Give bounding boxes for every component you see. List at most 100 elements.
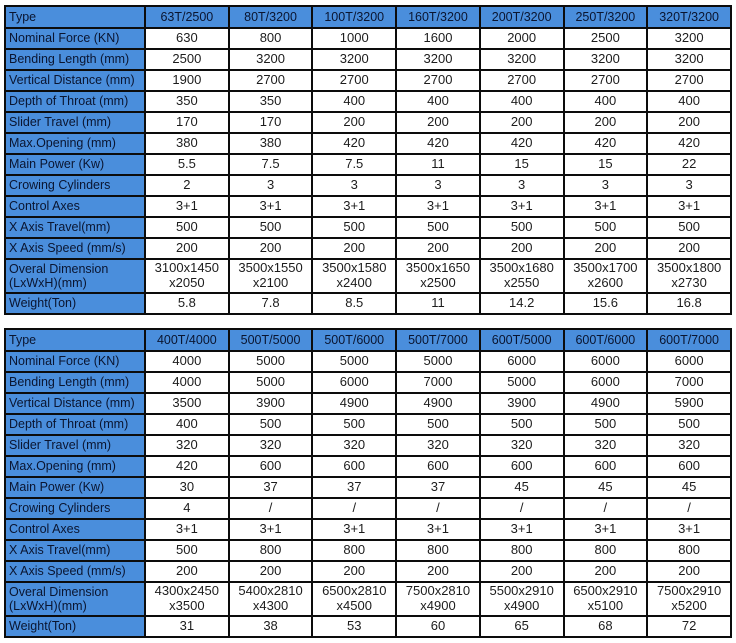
spec-value: 8.5: [311, 292, 398, 315]
spec-value: 3+1: [478, 195, 565, 218]
spec-value: 1000: [311, 27, 398, 50]
spec-value: 500: [562, 413, 649, 436]
spec-value: 11: [395, 292, 481, 315]
spec-value: 7.5: [227, 153, 314, 176]
table-row: Crowing Cylinders 4// / / / /: [4, 497, 732, 520]
spec-value: 170: [144, 111, 230, 134]
row-label: Vertical Distance (mm): [4, 69, 146, 92]
spec-value: 4900: [562, 392, 649, 415]
table-row: Slider Travel (mm) 170 170 200 200 200 200 200: [4, 111, 732, 134]
spec-value: 2700: [562, 69, 649, 92]
table-row: X Axis Travel(mm) 500 500 500 500 500 500 500: [4, 216, 732, 239]
spec-value: 3200: [646, 27, 732, 50]
spec-value: 500: [227, 216, 314, 239]
spec-value: 6000: [478, 350, 565, 373]
spec-value: 6000: [562, 350, 649, 373]
table-row: Bending Length (mm) 4000 5000 6000 7000 5000 6…: [4, 371, 732, 394]
type-header-cell: Type: [4, 328, 146, 352]
spec-value: 3+1: [227, 518, 314, 541]
spec-value: 200: [478, 111, 565, 134]
spec-value: 3+1: [144, 518, 230, 541]
type-header-cell: Type: [4, 5, 146, 29]
spec-value: 400: [311, 90, 398, 113]
spec-value: 800: [395, 539, 481, 562]
spec-value: 420: [395, 132, 481, 155]
spec-value: 420: [311, 132, 398, 155]
table-row: X Axis Speed (mm/s) 200 200 200 200 200 200 200: [4, 560, 732, 583]
spec-value: 45: [478, 476, 565, 499]
spec-value: 3200: [311, 48, 398, 71]
spec-value: 200: [395, 111, 481, 134]
spec-value: 500: [144, 216, 230, 239]
spec-value: 200: [646, 560, 732, 583]
column-header: 600T/6000: [562, 328, 649, 352]
spec-value: 5500x2910 x4900: [478, 581, 565, 617]
spec-value: 500: [144, 539, 230, 562]
row-label: Max.Opening (mm): [4, 132, 146, 155]
spec-value: 3: [478, 174, 565, 197]
table-row: Vertical Distance (mm) 3500 3900 4900 4900 39…: [4, 392, 732, 415]
spec-value: 320: [478, 434, 565, 457]
spec-value: 800: [478, 539, 565, 562]
spec-value: 7500x2910 x5200: [646, 581, 732, 617]
spec-value: 3+1: [311, 195, 398, 218]
spec-value: 3: [311, 174, 398, 197]
spec-value: 2: [144, 174, 230, 197]
spec-value: 3+1: [646, 195, 732, 218]
column-header: 320T/3200: [646, 5, 732, 29]
spec-value: 7500x2810 x4900: [395, 581, 481, 617]
spec-value: 420: [562, 132, 649, 155]
spec-value: 3900: [478, 392, 565, 415]
spec-value: 16.8: [646, 292, 732, 315]
spec-value: 3200: [646, 48, 732, 71]
spec-value: 500: [646, 413, 732, 436]
column-header: 80T/3200: [227, 5, 314, 29]
spec-value: 200: [646, 237, 732, 260]
spec-value: 500: [311, 413, 398, 436]
spec-value: /: [311, 497, 398, 520]
spec-value: 500: [395, 216, 481, 239]
spec-value: 6500x2810 x4500: [311, 581, 398, 617]
spec-value: 3200: [227, 48, 314, 71]
spec-value: 200: [227, 237, 314, 260]
spec-value: 3500x1700 x2600: [562, 258, 649, 294]
spec-value: 5.8: [144, 292, 230, 315]
table-row: Weight(Ton) 31 38 53 60 65 68 72: [4, 615, 732, 638]
spec-value: 4900: [311, 392, 398, 415]
spec-value: 600: [311, 455, 398, 478]
table-row: Slider Travel (mm) 320 320 320 320 320 320 320: [4, 434, 732, 457]
table-row: Control Axes 3+1 3+1 3+1 3+1 3+1 3+1 3+1: [4, 195, 732, 218]
row-label: Main Power (Kw): [4, 153, 146, 176]
spec-value: /: [646, 497, 732, 520]
row-label: Bending Length (mm): [4, 371, 146, 394]
spec-value: 3900: [227, 392, 314, 415]
spec-value: 3500x1550 x2100: [227, 258, 314, 294]
spec-value: 500: [478, 216, 565, 239]
spec-value: 4000: [144, 350, 230, 373]
spec-value: 200: [562, 560, 649, 583]
table-row: Depth of Throat (mm) 350 350 400 400 400 400 40…: [4, 90, 732, 113]
spec-value: /: [395, 497, 481, 520]
spec-value: 400: [144, 413, 230, 436]
spec-value: 31: [144, 615, 230, 638]
spec-value: 2700: [311, 69, 398, 92]
spec-value: 600: [227, 455, 314, 478]
spec-value: 800: [562, 539, 649, 562]
spec-value: 60: [395, 615, 481, 638]
spec-value: 200: [562, 111, 649, 134]
spec-value: 3100x1450 x2050: [144, 258, 230, 294]
spec-value: 350: [144, 90, 230, 113]
spec-value: 5000: [227, 371, 314, 394]
spec-value: 4000: [144, 371, 230, 394]
table-row: Bending Length (mm) 2500 3200 3200 3200 3200 3…: [4, 48, 732, 71]
column-header: 63T/2500: [144, 5, 230, 29]
column-header: 400T/4000: [144, 328, 230, 352]
row-label: Max.Opening (mm): [4, 455, 146, 478]
spec-value: 200: [227, 560, 314, 583]
spec-value: 6500x2910 x5100: [562, 581, 649, 617]
column-header: 200T/3200: [478, 5, 565, 29]
spec-value: 7.8: [227, 292, 314, 315]
column-header: 500T/6000: [311, 328, 398, 352]
spec-value: /: [562, 497, 649, 520]
column-header: 500T/7000: [395, 328, 481, 352]
